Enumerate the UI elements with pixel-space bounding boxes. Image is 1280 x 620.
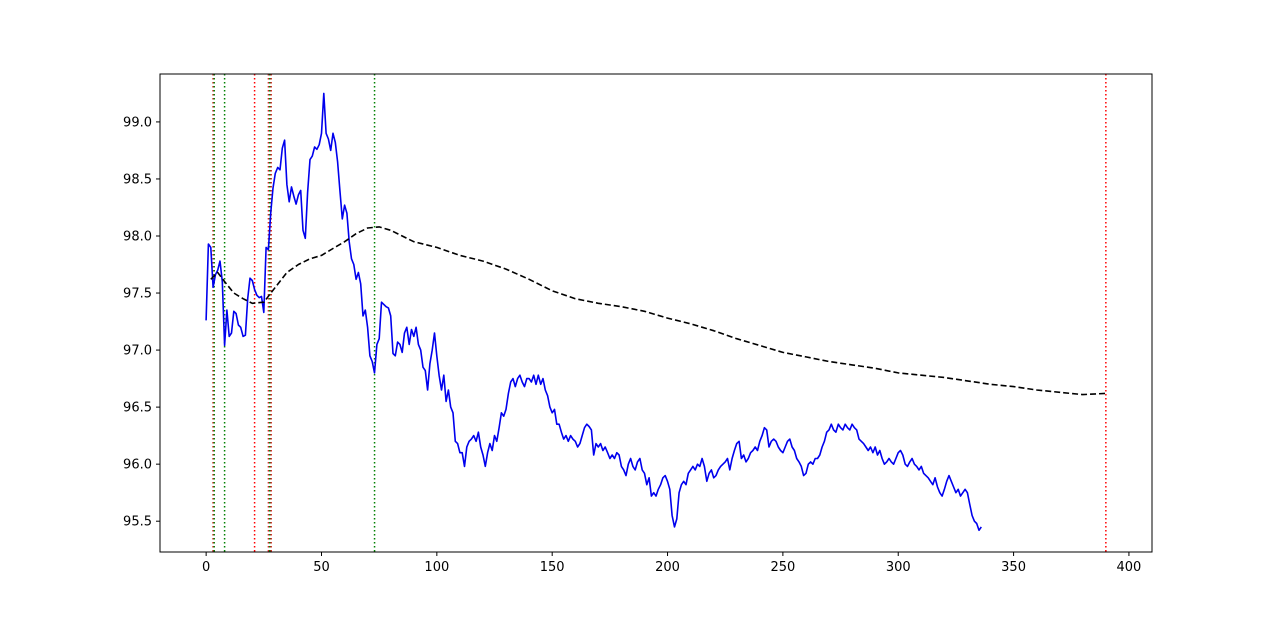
x-tick-label: 350: [1001, 560, 1026, 575]
y-tick-label: 98.0: [123, 229, 152, 244]
y-tick-label: 98.5: [123, 172, 152, 187]
y-tick-label: 95.5: [123, 515, 152, 530]
y-tick-label: 96.5: [123, 401, 152, 416]
y-axis: 95.5 96.0 96.5 97.0 97.5 98.0 98.5 99.0: [123, 115, 160, 530]
series-line-solid: [205, 92, 982, 532]
x-tick-label: 100: [424, 560, 449, 575]
plot-frame: [159, 73, 1153, 553]
y-tick-label: 99.0: [123, 115, 152, 130]
y-tick-label: 96.0: [123, 458, 152, 473]
x-tick-label: 400: [1117, 560, 1142, 575]
x-tick-label: 300: [886, 560, 911, 575]
x-axis: 0 50 100 150 200 250 300 350 400: [202, 552, 1141, 575]
x-tick-label: 250: [770, 560, 795, 575]
x-tick-label: 150: [540, 560, 565, 575]
series-line-dashed: [210, 226, 1106, 396]
series-lines: [205, 92, 1106, 532]
y-tick-label: 97.5: [123, 287, 152, 302]
x-tick-label: 200: [655, 560, 680, 575]
x-tick-label: 0: [202, 560, 210, 575]
y-tick-label: 97.0: [123, 344, 152, 359]
x-tick-label: 50: [313, 560, 330, 575]
